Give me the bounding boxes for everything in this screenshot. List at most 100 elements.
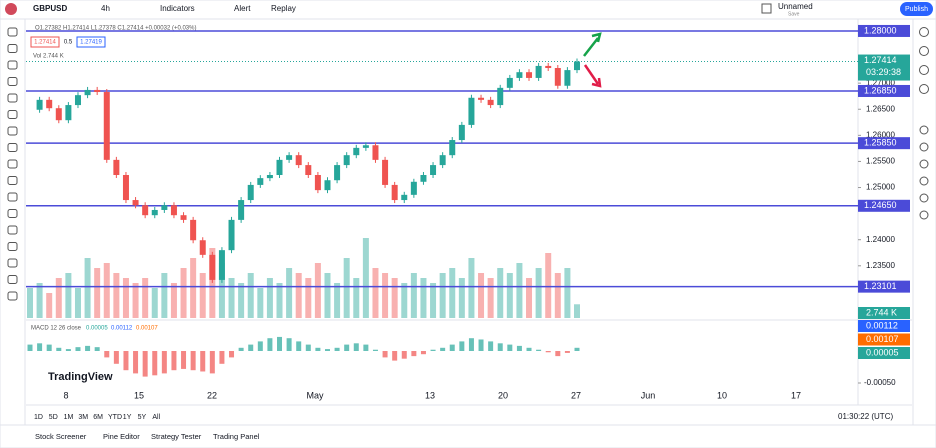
tool-icon[interactable] bbox=[7, 209, 18, 218]
candle bbox=[314, 175, 321, 191]
macd-bar bbox=[372, 349, 378, 351]
timeframe-button[interactable]: 5Y bbox=[138, 414, 147, 421]
macd-tag-label: 0.00107 bbox=[866, 334, 899, 344]
tool-icon[interactable] bbox=[7, 275, 18, 284]
tool-icon[interactable] bbox=[7, 60, 18, 70]
tool-icon[interactable] bbox=[7, 126, 18, 136]
price-tick-label: 1.26000 bbox=[866, 130, 895, 139]
save-label[interactable]: Save bbox=[788, 11, 800, 17]
tool-icon[interactable] bbox=[7, 93, 18, 103]
tool-icon[interactable] bbox=[7, 143, 18, 152]
timeframe-button[interactable]: 5D bbox=[49, 414, 58, 421]
tool-icon[interactable] bbox=[7, 225, 18, 235]
tool-icon[interactable] bbox=[7, 110, 18, 119]
macd-bar bbox=[382, 351, 388, 358]
macd-legend: MACD 12 26 close bbox=[31, 326, 82, 332]
volume-bar bbox=[218, 263, 225, 318]
macd-bar bbox=[27, 344, 33, 351]
ohlc-legend: O1.27382 H1.27414 L1.27378 C1.27414 +0.0… bbox=[35, 26, 196, 32]
tool-icon[interactable] bbox=[7, 176, 18, 185]
macd-bar bbox=[286, 338, 292, 351]
macd-bar bbox=[488, 341, 494, 351]
tool-icon[interactable] bbox=[7, 258, 18, 268]
tool-icon[interactable] bbox=[7, 27, 18, 37]
timeframe-button[interactable]: YTD bbox=[108, 414, 122, 421]
level-tag-label: 1.28000 bbox=[864, 25, 897, 35]
candle bbox=[554, 68, 561, 86]
tool-icon[interactable] bbox=[7, 44, 18, 53]
layout-name[interactable]: Unnamed bbox=[778, 2, 813, 11]
timeframe-button[interactable]: 3M bbox=[78, 414, 88, 421]
candle bbox=[84, 89, 91, 96]
macd-bar bbox=[85, 345, 91, 351]
sidebar-icon[interactable] bbox=[919, 176, 929, 186]
replay-button[interactable]: Replay bbox=[271, 4, 296, 13]
symbol[interactable]: GBPUSD bbox=[33, 4, 67, 13]
timeframe-button[interactable]: All bbox=[152, 414, 160, 421]
volume-bar bbox=[170, 283, 177, 318]
sidebar-icon[interactable] bbox=[919, 210, 929, 220]
level-tag bbox=[858, 84, 910, 97]
interval[interactable]: 4h bbox=[101, 4, 110, 13]
macd-bar bbox=[516, 345, 522, 351]
macd-bar bbox=[420, 351, 426, 355]
volume-bar bbox=[526, 278, 533, 318]
layout-icon[interactable] bbox=[761, 3, 772, 14]
timeframe-button[interactable]: 1M bbox=[64, 414, 74, 421]
avatar[interactable] bbox=[5, 3, 17, 15]
alert-button[interactable]: Alert bbox=[234, 4, 251, 13]
tool-icon[interactable] bbox=[7, 77, 18, 86]
candle bbox=[94, 89, 101, 93]
volume-bar bbox=[314, 263, 321, 318]
publish-label[interactable]: Publish bbox=[905, 6, 928, 13]
bottom-tab[interactable]: Trading Panel bbox=[213, 432, 260, 441]
ask-box[interactable] bbox=[76, 36, 106, 48]
candle bbox=[353, 147, 360, 156]
bid-box[interactable] bbox=[30, 36, 60, 48]
volume-bar bbox=[276, 283, 283, 318]
candle bbox=[430, 165, 437, 176]
candle bbox=[132, 200, 139, 206]
volume-tag bbox=[858, 307, 910, 319]
timeframe-button[interactable]: 6M bbox=[93, 414, 103, 421]
macd-bar bbox=[507, 344, 513, 351]
tool-icon[interactable] bbox=[7, 159, 18, 169]
sidebar-icon[interactable] bbox=[919, 193, 929, 203]
timeframe-button[interactable]: 1Y bbox=[123, 414, 132, 421]
macd-bar bbox=[113, 351, 119, 364]
level-tag-label: 1.25850 bbox=[864, 138, 897, 148]
sidebar-icon[interactable] bbox=[919, 27, 929, 37]
candle bbox=[324, 180, 331, 191]
macd-bar bbox=[133, 351, 139, 374]
tool-icon[interactable] bbox=[7, 242, 18, 251]
timeframe-button[interactable]: 1D bbox=[34, 414, 43, 421]
macd-value: 0.00005 bbox=[86, 326, 108, 332]
candle bbox=[468, 97, 475, 125]
macd-bar bbox=[94, 347, 100, 351]
volume-bar bbox=[257, 288, 264, 318]
sidebar-icon[interactable] bbox=[919, 142, 929, 152]
volume-bar bbox=[478, 273, 485, 318]
sidebar-icon[interactable] bbox=[919, 46, 929, 56]
level-tag-label: 1.26850 bbox=[864, 85, 897, 95]
volume-bar bbox=[362, 238, 369, 318]
tool-icon[interactable] bbox=[7, 291, 18, 301]
macd-bar bbox=[296, 341, 302, 351]
bottom-tab[interactable]: Strategy Tester bbox=[151, 432, 202, 441]
publish-button[interactable] bbox=[900, 2, 933, 16]
bottom-tab[interactable]: Pine Editor bbox=[103, 432, 140, 441]
sidebar-icon[interactable] bbox=[919, 159, 929, 169]
macd-bar bbox=[449, 344, 455, 351]
sidebar-icon[interactable] bbox=[919, 125, 929, 135]
candle bbox=[113, 159, 120, 176]
candle bbox=[190, 219, 197, 241]
candle bbox=[410, 181, 417, 195]
volume-bar bbox=[487, 278, 494, 318]
bottom-tab[interactable]: Stock Screener bbox=[35, 432, 87, 441]
sidebar-icon[interactable] bbox=[919, 65, 929, 75]
candle bbox=[257, 178, 264, 185]
indicators-button[interactable]: Indicators bbox=[160, 4, 195, 13]
tool-icon[interactable] bbox=[7, 192, 18, 202]
sidebar-icon[interactable] bbox=[919, 84, 929, 94]
volume-bar bbox=[516, 263, 523, 318]
